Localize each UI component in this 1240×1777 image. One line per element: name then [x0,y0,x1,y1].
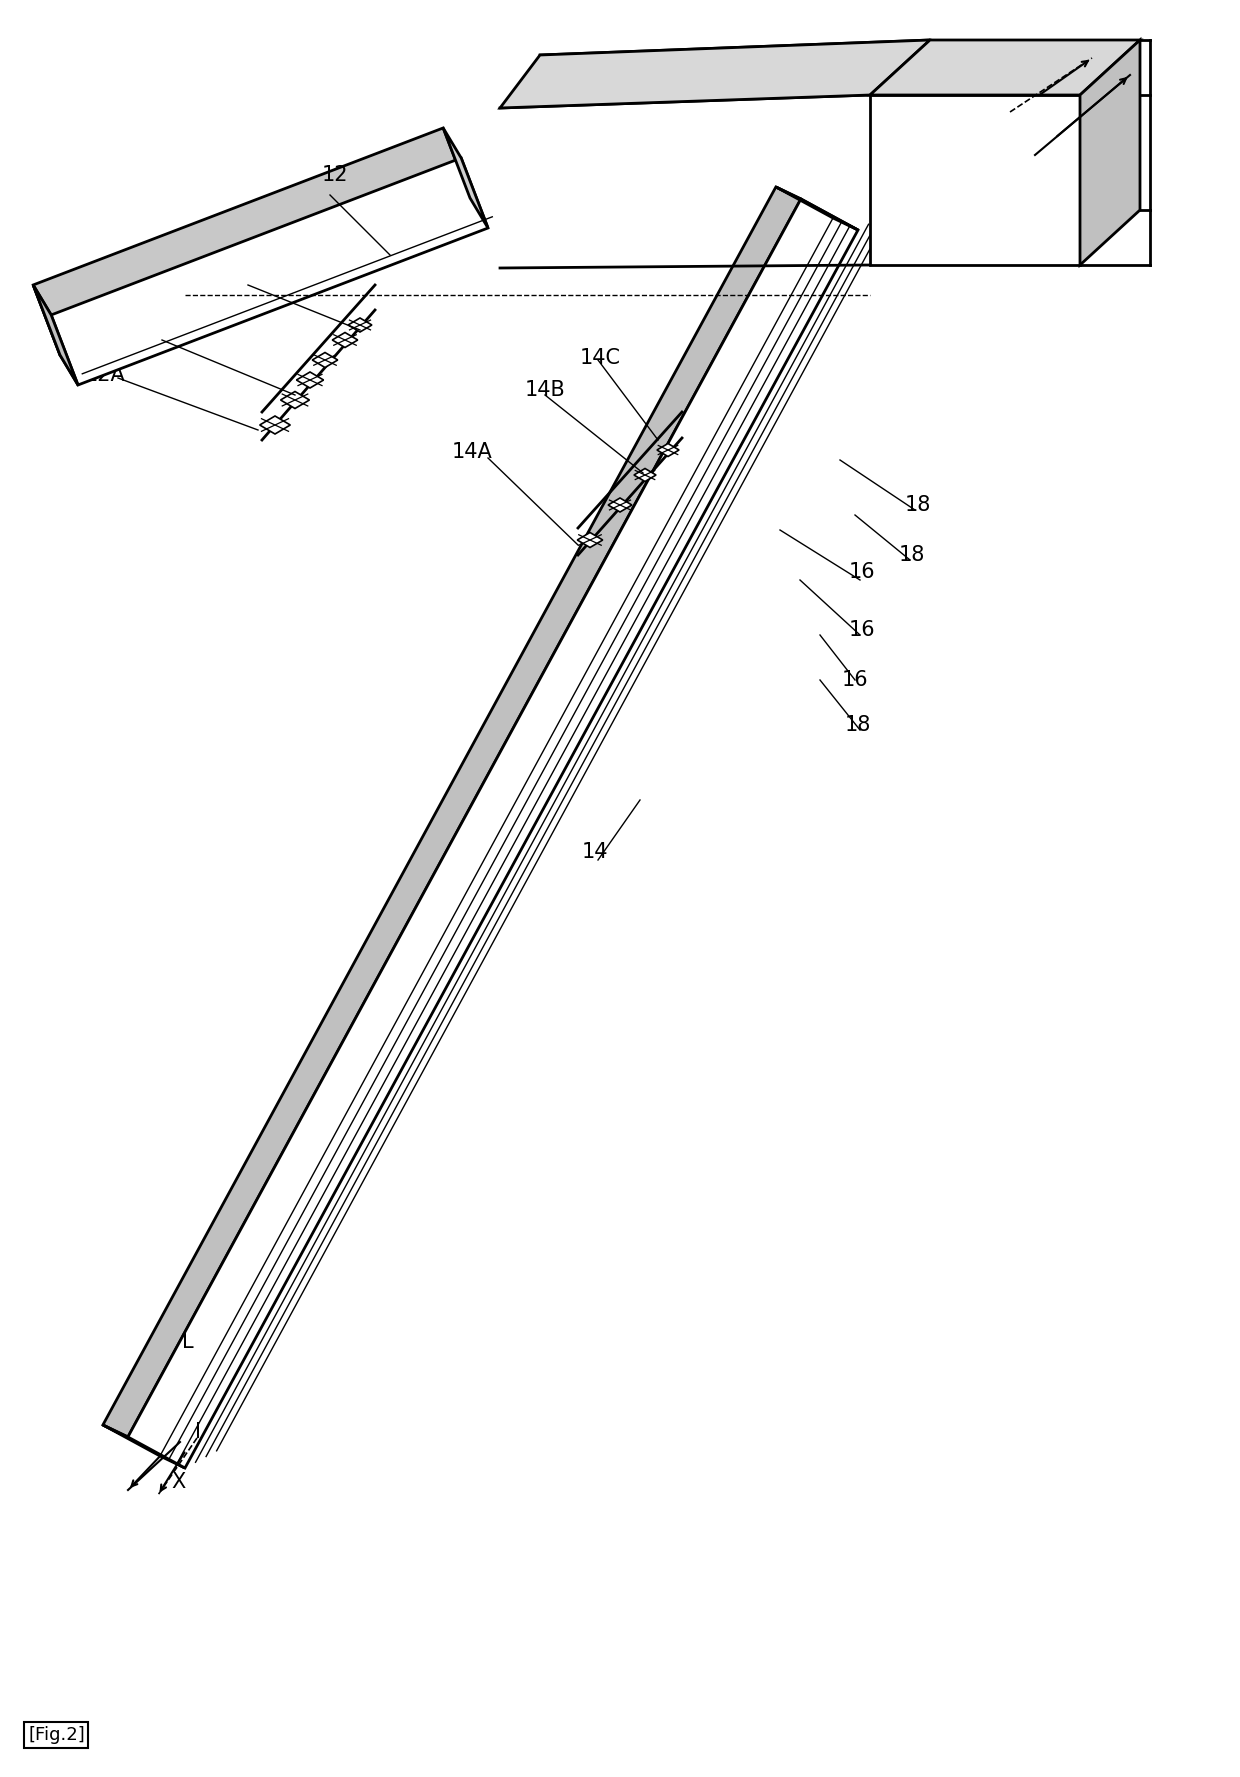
Text: R: R [955,98,970,117]
Text: X: X [1102,139,1117,158]
Text: 18: 18 [844,714,872,736]
Polygon shape [578,533,603,547]
Text: 14B: 14B [525,380,565,400]
Polygon shape [443,128,489,227]
Text: 14A: 14A [451,442,492,462]
Polygon shape [33,128,470,355]
Polygon shape [259,416,290,434]
Text: I: I [1102,60,1109,80]
Text: 12B: 12B [128,320,169,339]
Text: 12A: 12A [84,364,125,386]
Polygon shape [348,318,372,332]
Text: 14: 14 [582,842,609,862]
Polygon shape [1080,41,1140,265]
Polygon shape [870,41,1140,94]
Polygon shape [634,469,656,482]
Polygon shape [776,187,858,229]
Polygon shape [312,352,337,368]
Text: 14C: 14C [579,348,620,368]
Text: 12: 12 [321,165,348,185]
Text: 18: 18 [905,496,931,515]
Text: I: I [195,1422,201,1441]
Polygon shape [103,1425,185,1468]
Text: 16: 16 [848,562,875,583]
Polygon shape [33,284,78,386]
Text: 16: 16 [842,670,868,689]
Text: X: X [171,1471,185,1493]
Polygon shape [51,158,489,386]
Text: 12C: 12C [200,268,241,288]
Text: 16: 16 [848,620,875,640]
Polygon shape [33,284,78,386]
Polygon shape [500,41,930,108]
Polygon shape [332,332,358,348]
Text: 18: 18 [899,546,925,565]
Polygon shape [296,371,324,387]
Polygon shape [657,444,680,457]
Polygon shape [103,187,801,1438]
Polygon shape [128,199,858,1468]
Polygon shape [280,391,310,409]
Polygon shape [608,498,632,512]
Text: L: L [182,1333,193,1352]
Polygon shape [870,94,1080,265]
Text: [Fig.2]: [Fig.2] [29,1725,84,1743]
